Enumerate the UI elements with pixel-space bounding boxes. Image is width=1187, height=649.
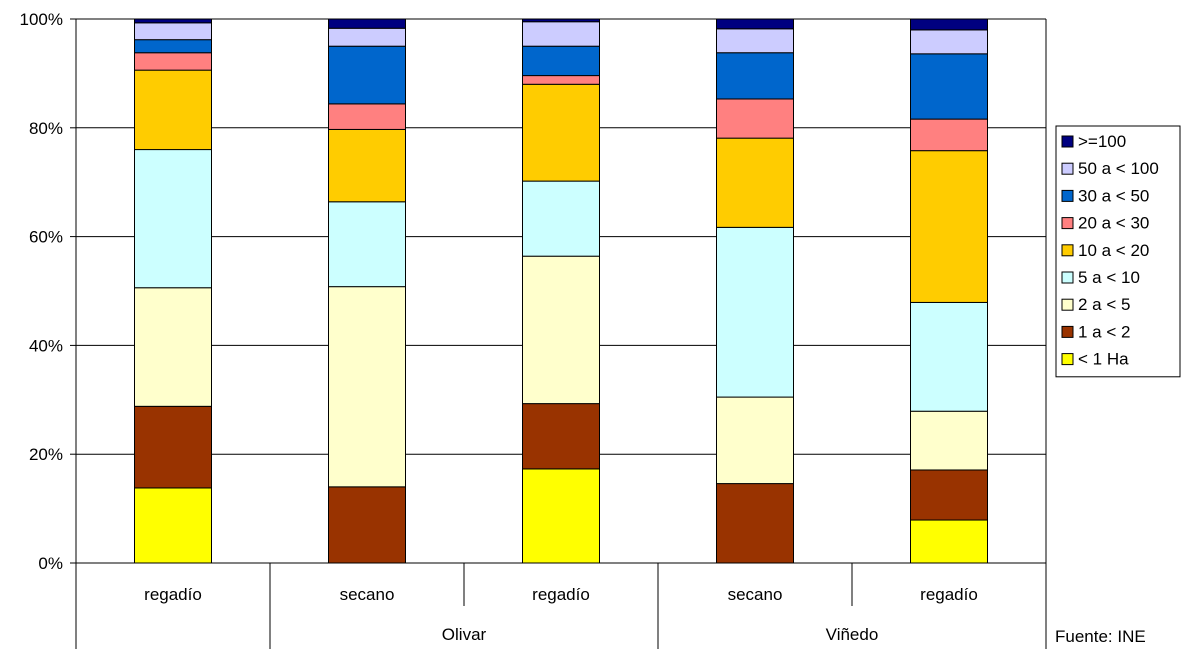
legend-item-50-a-100: 50 a < 100: [1061, 159, 1159, 178]
x-category-label: regadío: [144, 585, 202, 604]
bar-segment-1-ha: [910, 519, 988, 564]
legend-swatch: [1061, 135, 1074, 148]
legend-label: 5 a < 10: [1078, 268, 1140, 287]
bar-segment-10-a-20: [716, 137, 794, 228]
bar-segment-10-a-20: [910, 150, 988, 303]
bar-stack-4: [716, 18, 794, 564]
bar-segment-20-a-30: [522, 75, 600, 85]
bar-segment-2-a-5: [134, 287, 212, 407]
y-tick-label: 40%: [29, 336, 63, 355]
legend-label: 10 a < 20: [1078, 241, 1149, 260]
bar-segment-50-a-100: [328, 27, 406, 47]
bar-segment-10-a-20: [522, 83, 600, 182]
legend-label: 50 a < 100: [1078, 159, 1159, 178]
bar-segment-50-a-100: [134, 22, 212, 41]
legend-swatch: [1061, 325, 1074, 338]
legend: >=100 50 a < 100 30 a < 50 20 a < 30 10 a < …: [1055, 125, 1181, 378]
legend-label: 2 a < 5: [1078, 295, 1130, 314]
y-axis-ticks: 0% 20% 40% 60% 80% 100%: [20, 10, 63, 573]
bar-stack-2: [328, 18, 406, 564]
bar-segment-100: [522, 18, 600, 23]
bar-segment-50-a-100: [522, 21, 600, 47]
x-category-label: secano: [340, 585, 395, 604]
legend-item-30-a-50: 30 a < 50: [1061, 186, 1149, 205]
y-tick-label: 60%: [29, 228, 63, 247]
y-tick-label: 80%: [29, 119, 63, 138]
bar-segment-20-a-30: [134, 52, 212, 71]
bar-segment-1-a-2: [328, 486, 406, 564]
x-category-label: regadío: [920, 585, 978, 604]
bar-segment-2-a-5: [522, 255, 600, 405]
bar-segment-1-ha: [134, 487, 212, 564]
legend-swatch: [1061, 271, 1074, 284]
legend-swatch: [1061, 353, 1074, 366]
legend-label: 20 a < 30: [1078, 214, 1149, 233]
bar-segment-100: [910, 18, 988, 31]
legend-label: 1 a < 2: [1078, 322, 1130, 341]
bar-segment-20-a-30: [328, 103, 406, 130]
axes: [70, 18, 1047, 564]
bar-stack-3: [522, 18, 600, 564]
legend-label: >=100: [1078, 132, 1126, 151]
legend-swatch: [1061, 298, 1074, 311]
bar-segment-10-a-20: [328, 128, 406, 203]
legend-item-20-a-30: 20 a < 30: [1061, 214, 1149, 233]
legend-item-1-a-2: 1 a < 2: [1061, 322, 1130, 341]
legend-item-100: >=100: [1061, 132, 1126, 151]
y-tick-label: 20%: [29, 445, 63, 464]
y-tick-label: 0%: [38, 554, 63, 573]
bar-segment-100: [716, 18, 794, 30]
bar-segment-1-a-2: [910, 469, 988, 521]
y-tick-label: 100%: [20, 10, 63, 29]
bar-segment-30-a-50: [716, 52, 794, 100]
bar-segment-5-a-10: [134, 149, 212, 289]
bar-segment-5-a-10: [328, 201, 406, 288]
bar-stack-5: [910, 18, 988, 564]
bar-segment-1-a-2: [522, 403, 600, 470]
legend-item-2-a-5: 2 a < 5: [1061, 295, 1130, 314]
bar-stacks: [134, 18, 988, 564]
bar-segment-30-a-50: [134, 39, 212, 54]
x-axis-labels: regadío secano regadío secano regadío Olivar V…: [75, 563, 1047, 649]
bar-stack-1: [134, 18, 212, 564]
legend-swatch: [1061, 162, 1074, 175]
x-category-label: secano: [728, 585, 783, 604]
bar-segment-5-a-10: [910, 301, 988, 412]
legend-box: [1055, 125, 1181, 378]
bar-segment-2-a-5: [328, 286, 406, 488]
bar-segment-2-a-5: [910, 410, 988, 471]
bar-segment-1-a-2: [134, 405, 212, 489]
legend-label: < 1 Ha: [1078, 350, 1129, 369]
x-category-label: regadío: [532, 585, 590, 604]
legend-item-5-a-10: 5 a < 10: [1061, 268, 1140, 287]
bar-segment-30-a-50: [910, 53, 988, 120]
legend-swatch: [1061, 189, 1074, 202]
x-group-label-vi-edo: Viñedo: [826, 625, 879, 644]
legend-swatch: [1061, 244, 1074, 257]
bar-segment-30-a-50: [522, 45, 600, 77]
bar-segment-100: [328, 18, 406, 29]
legend-item-10-a-20: 10 a < 20: [1061, 241, 1149, 260]
bar-segment-50-a-100: [716, 28, 794, 54]
source-note: Fuente: INE: [1055, 627, 1146, 646]
bar-segment-30-a-50: [328, 45, 406, 105]
bar-segment-100: [134, 18, 212, 24]
bar-segment-20-a-30: [716, 98, 794, 139]
legend-item-1-ha: < 1 Ha: [1061, 350, 1129, 369]
bar-segment-2-a-5: [716, 396, 794, 485]
legend-label: 30 a < 50: [1078, 186, 1149, 205]
bar-segment-1-a-2: [716, 483, 794, 564]
x-group-label-olivar: Olivar: [442, 625, 487, 644]
legend-swatch: [1061, 217, 1074, 230]
bar-segment-50-a-100: [910, 29, 988, 55]
bar-segment-5-a-10: [716, 226, 794, 398]
bar-segment-20-a-30: [910, 118, 988, 152]
bar-segment-10-a-20: [134, 69, 212, 151]
bar-segment-5-a-10: [522, 180, 600, 257]
bar-segment-1-ha: [522, 468, 600, 564]
